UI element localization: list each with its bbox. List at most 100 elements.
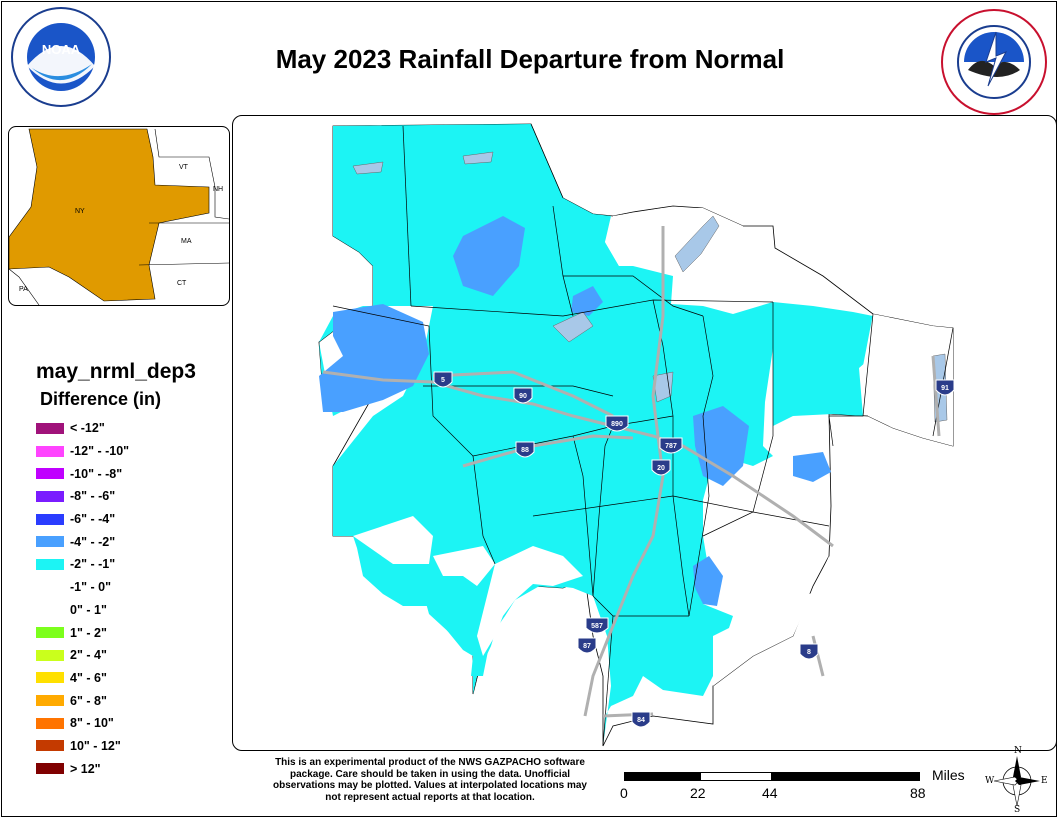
legend-item: 8" - 10": [36, 712, 129, 735]
legend-item: < -12": [36, 417, 129, 440]
inset-label-ct: CT: [177, 280, 187, 287]
compass-rose: N E S W: [984, 746, 1050, 815]
inset-label-vt: VT: [179, 164, 188, 171]
legend-swatch: [36, 468, 64, 480]
legend-item: -10" - -8": [36, 462, 129, 485]
svg-text:88: 88: [521, 447, 529, 454]
interstate-shields: 5 90 890 88 787 20 91 87 587 84 8: [433, 371, 955, 728]
noaa-logo-text: NOAA: [42, 42, 81, 57]
interstate-shield-88: 88: [515, 441, 535, 458]
interstate-shield-5: 5: [433, 371, 453, 388]
legend-swatch: [36, 513, 64, 525]
legend-item: 6" - 8": [36, 689, 129, 712]
compass-s: S: [1014, 805, 1021, 815]
legend-label: -10" - -8": [70, 466, 123, 481]
interstate-shield-587: 587: [585, 617, 609, 634]
legend-label: 6" - 8": [70, 693, 107, 708]
legend-item: 2" - 4": [36, 644, 129, 667]
svg-text:87: 87: [583, 643, 591, 650]
inset-ny-region: [9, 128, 210, 302]
inset-label-nh: NH: [213, 186, 224, 193]
legend-swatch: [36, 649, 64, 661]
legend-item: -1" - 0": [36, 576, 129, 599]
noaa-logo: NOAA: [11, 7, 111, 107]
legend-label: 0" - 1": [70, 602, 107, 617]
inset-svg: [9, 128, 229, 305]
legend-label: > 12": [70, 761, 101, 776]
inset-label-ny: NY: [75, 208, 85, 215]
precip-white-west: [433, 546, 495, 586]
legend-swatch: [36, 581, 64, 593]
legend-label: 10" - 12": [70, 738, 121, 753]
svg-text:91: 91: [941, 385, 949, 392]
legend-label: 2" - 4": [70, 648, 107, 663]
legend-item: > 12": [36, 757, 129, 780]
interstate-shield-91: 91: [935, 379, 955, 396]
precip-blue-north: [453, 216, 525, 296]
legend-item: 4" - 6": [36, 667, 129, 690]
interstate-shield-84: 84: [631, 711, 651, 728]
compass-icon: [993, 756, 1040, 807]
scale-label-22: 22: [690, 785, 706, 801]
precip-blue-center: [571, 286, 603, 316]
precip-white-se: [713, 556, 833, 686]
legend-subtitle: Difference (in): [40, 389, 162, 409]
legend-label: -1" - 0": [70, 580, 112, 595]
precip-cyan-east: [773, 302, 873, 426]
legend-list: < -12" -12" - -10" -10" - -8" -8" - -6" -6" …: [36, 417, 129, 780]
interstate-shield-8: 8: [799, 643, 819, 660]
precip-white-ne: [863, 314, 953, 446]
precip-white-south: [477, 546, 583, 656]
scale-segment-2: [700, 772, 772, 781]
svg-text:90: 90: [519, 393, 527, 400]
precip-blue-south: [693, 556, 723, 606]
svg-text:20: 20: [657, 465, 665, 472]
disclaimer-text: This is an experimental product of the N…: [273, 757, 587, 803]
legend-label: -8" - -6": [70, 489, 116, 504]
legend-swatch: [36, 672, 64, 684]
svg-text:8: 8: [807, 649, 811, 656]
legend-swatch: [36, 558, 64, 570]
main-map-svg: 5 90 890 88 787 20 91 87 587 84 8: [318, 123, 955, 747]
compass-w: W: [985, 776, 995, 786]
legend-swatch: [36, 740, 64, 752]
legend-label: -2" - -1": [70, 557, 116, 572]
scale-label-88: 88: [910, 785, 926, 801]
interstate-shield-87: 87: [577, 637, 597, 654]
svg-text:84: 84: [637, 717, 645, 724]
compass-n: N: [1014, 746, 1022, 756]
legend-label: -6" - -4": [70, 512, 116, 527]
nws-logo: [941, 9, 1047, 115]
interstate-shield-787: 787: [659, 437, 683, 454]
compass-e: E: [1041, 776, 1048, 786]
scale-segment-1: [624, 772, 700, 781]
county-lines: [332, 123, 954, 747]
precip-cyan-sw: [423, 572, 473, 646]
scale-segment-3: [772, 772, 920, 781]
precip-blue-west: [319, 304, 429, 412]
legend-label: -4" - -2": [70, 534, 116, 549]
legend-item: -4" - -2": [36, 530, 129, 553]
scale-unit: Miles: [932, 767, 965, 783]
legend-swatch: [36, 695, 64, 707]
legend-label: -12" - -10": [70, 444, 130, 459]
legend-label: < -12": [70, 421, 105, 436]
legend-label: 8" - 10": [70, 716, 114, 731]
svg-text:587: 587: [591, 623, 603, 630]
scale-label-0: 0: [620, 785, 628, 801]
legend-item: -2" - -1": [36, 553, 129, 576]
legend-item: -12" - -10": [36, 440, 129, 463]
interstate-shield-90: 90: [513, 387, 533, 404]
map-title: May 2023 Rainfall Departure from Normal: [275, 44, 785, 74]
svg-text:890: 890: [611, 421, 623, 428]
legend-swatch: [36, 717, 64, 729]
svg-text:5: 5: [441, 377, 445, 384]
scale-bar: 0 22 44 88 Miles: [620, 765, 965, 805]
legend-label: 1" - 2": [70, 625, 107, 640]
legend-title: may_nrml_dep3: [36, 360, 196, 383]
precip-blue-se: [793, 452, 831, 482]
legend-item: -8" - -6": [36, 485, 129, 508]
legend-swatch: [36, 604, 64, 616]
legend-swatch: [36, 763, 64, 775]
interstate-shield-20: 20: [651, 459, 671, 476]
